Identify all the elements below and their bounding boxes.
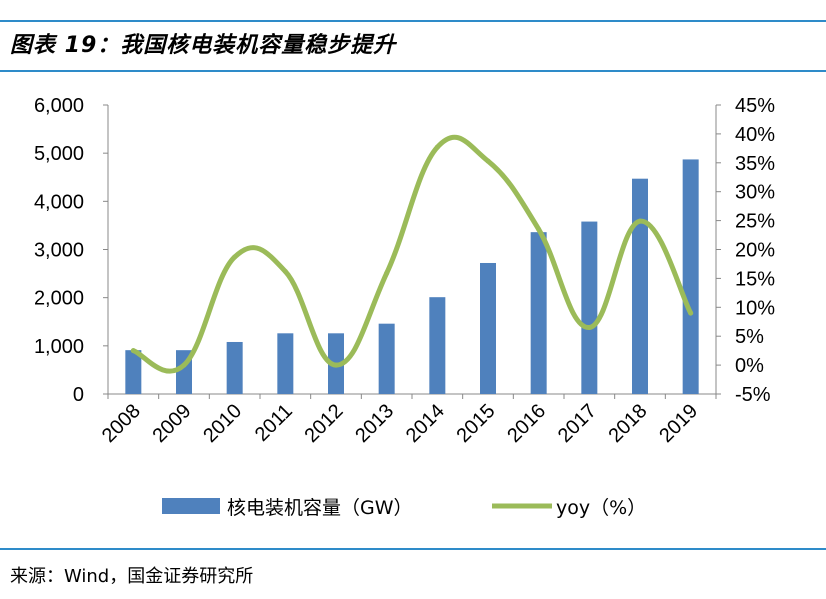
right-axis-tick-label: 35%: [735, 153, 775, 175]
x-axis-tick-label: 2011: [251, 400, 297, 446]
title-underline: [0, 70, 826, 72]
bar-2018: [632, 178, 648, 394]
yoy-point-2018: [637, 218, 643, 224]
right-axis-tick-label: 20%: [735, 240, 775, 262]
x-axis-tick-label: 2013: [351, 400, 398, 447]
x-axis-tick-label: 2017: [554, 400, 601, 447]
bar-2008: [125, 350, 142, 394]
bar-2011: [277, 333, 294, 394]
right-axis-tick-label: 10%: [735, 297, 775, 319]
yoy-point-2010: [232, 254, 238, 260]
x-axis-tick-label: 2019: [655, 400, 702, 447]
x-axis-tick-label: 2015: [453, 400, 500, 447]
x-axis-tick-label: 2018: [605, 400, 652, 447]
legend-bar-label: 核电装机容量（GW）: [227, 497, 413, 519]
yoy-line: [130, 134, 694, 374]
x-axis-tick-label: 2016: [503, 400, 550, 447]
x-axis-tick-label: 2009: [149, 400, 196, 447]
yoy-point-2012: [333, 362, 339, 368]
bar-2019: [682, 159, 699, 394]
right-axis-tick-label: 45%: [735, 95, 775, 117]
bar-2013: [378, 323, 395, 394]
left-axis-tick-label: 4,000: [34, 191, 84, 213]
x-axis-tick-label: 2010: [199, 400, 246, 447]
left-axis-tick-label: 0: [73, 384, 84, 406]
left-axis-tick-label: 1,000: [34, 336, 84, 358]
bar-2017: [581, 221, 598, 394]
yoy-point-2016: [536, 226, 542, 232]
yoy-point-2008: [130, 348, 136, 354]
right-axis-tick-label: 25%: [735, 211, 775, 233]
left-axis-tick-label: 5,000: [34, 143, 84, 165]
source-rule: [0, 548, 826, 550]
yoy-point-2014: [434, 144, 440, 150]
right-axis-tick-label: 30%: [735, 182, 775, 204]
left-axis-tick-label: 2,000: [34, 288, 84, 310]
yoy-point-2015: [485, 158, 491, 164]
yoy-point-2013: [384, 270, 390, 276]
yoy-point-2019: [688, 310, 694, 316]
right-axis-tick-label: 15%: [735, 268, 775, 290]
x-axis-tick-label: 2014: [402, 400, 449, 447]
left-axis-tick-label: 6,000: [34, 95, 84, 117]
source-note: 来源：Wind，国金证券研究所: [10, 566, 254, 587]
yoy-point-2017: [586, 325, 592, 331]
x-axis-tick-label: 2008: [98, 400, 145, 447]
yoy-point-2009: [181, 362, 187, 368]
bar-2016: [530, 232, 547, 394]
yoy-point-2011: [282, 268, 288, 274]
legend-line-label: yoy（%）: [556, 497, 646, 519]
right-axis-tick-label: 5%: [735, 326, 764, 348]
bar-2014: [429, 297, 446, 394]
right-axis-tick-label: 0%: [735, 355, 764, 377]
bar-2010: [226, 341, 243, 394]
right-axis-tick-label: 40%: [735, 124, 775, 146]
left-axis-tick-label: 3,000: [34, 240, 84, 262]
right-axis-tick-label: -5%: [735, 384, 771, 406]
legend-bar-swatch: [162, 498, 220, 514]
top-rule: [0, 20, 826, 22]
bar-2015: [480, 262, 496, 394]
chart-title: 图表 19：我国核电装机容量稳步提升: [10, 33, 397, 58]
x-axis-tick-label: 2012: [301, 400, 348, 447]
chart-svg: 0 1,000 2,000 3,000 4,000 5,000 6,000 -5% 0% 5% 10…: [34, 95, 775, 519]
